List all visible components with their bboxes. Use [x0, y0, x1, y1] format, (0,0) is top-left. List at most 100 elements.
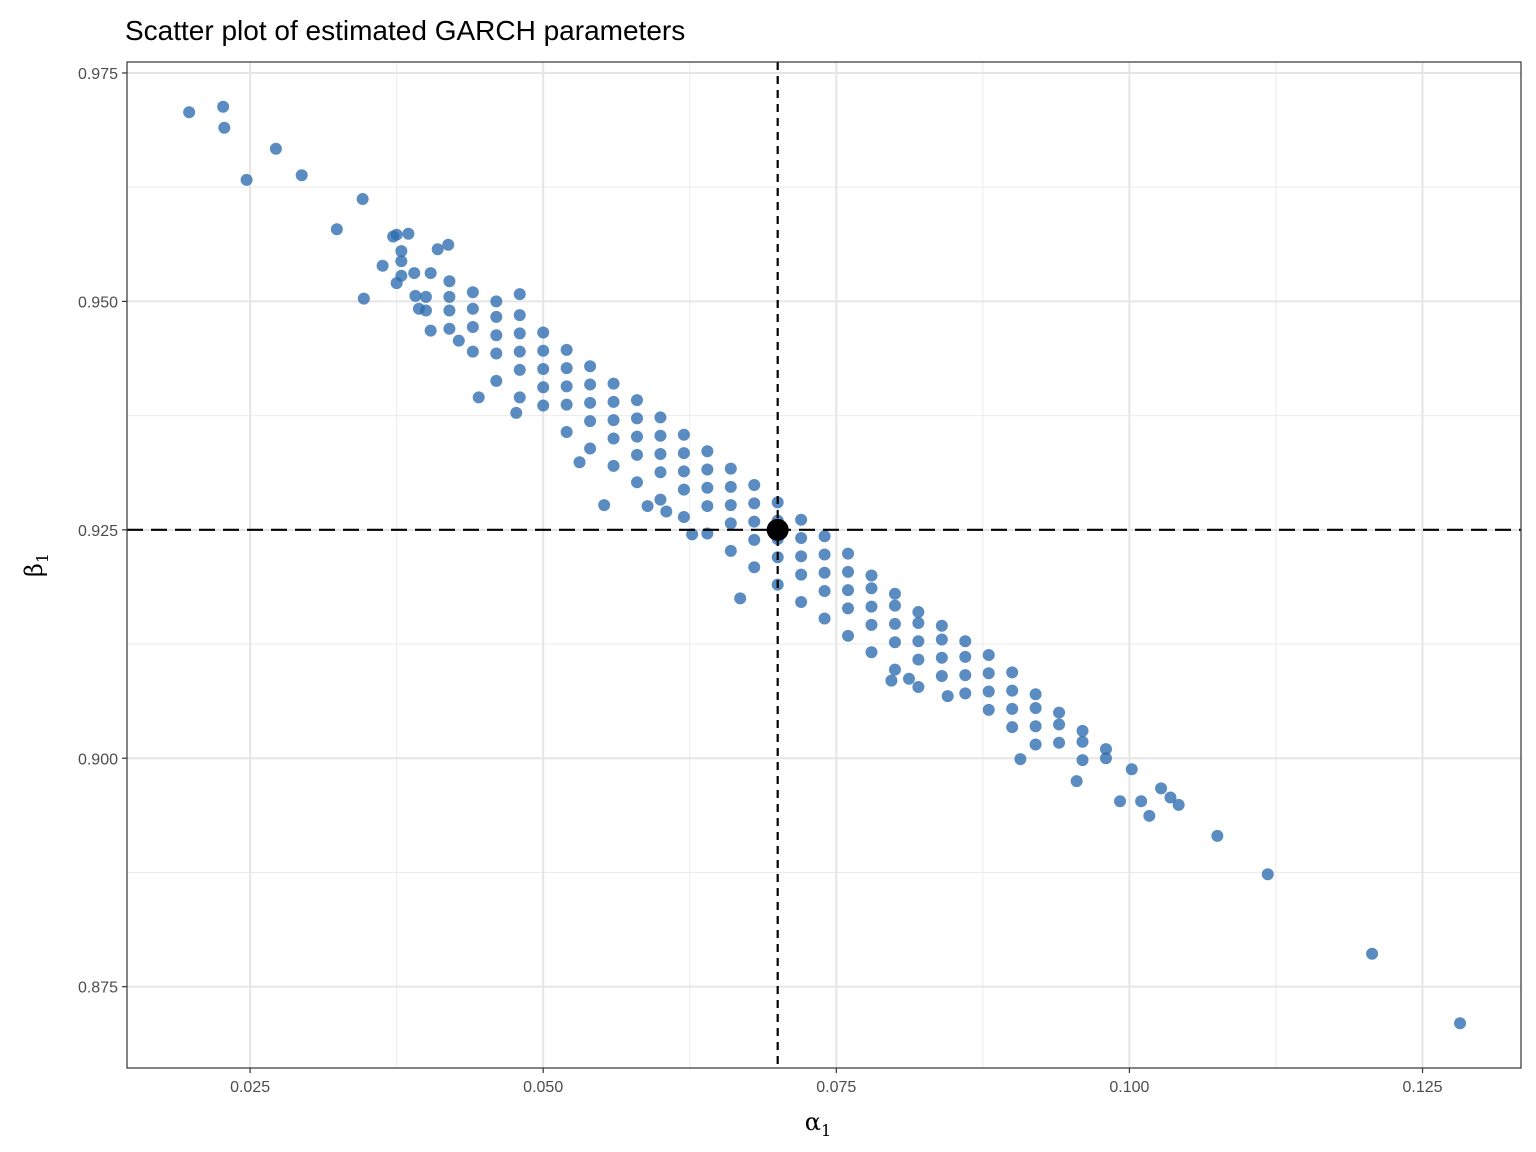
data-point — [431, 243, 444, 256]
data-point — [818, 566, 831, 579]
data-point — [795, 550, 808, 563]
data-point — [724, 517, 737, 530]
data-point — [1211, 829, 1224, 842]
data-point — [959, 635, 972, 648]
y-tick-label: 0.875 — [78, 980, 118, 997]
data-point — [295, 169, 308, 182]
data-point — [607, 432, 620, 445]
x-tick-label: 0.125 — [1402, 1079, 1442, 1096]
panel-border — [126, 61, 1522, 1069]
x-tick-label: 0.075 — [816, 1079, 856, 1096]
data-point — [654, 429, 667, 442]
data-point — [490, 329, 503, 342]
data-point — [1164, 791, 1177, 804]
data-point — [513, 288, 526, 301]
y-tick-label: 0.925 — [78, 523, 118, 540]
y-tick-label: 0.900 — [78, 751, 118, 768]
data-point — [631, 412, 643, 425]
data-point — [424, 324, 437, 337]
data-point — [654, 466, 667, 479]
data-point — [490, 295, 503, 308]
data-point — [885, 674, 898, 687]
data-point — [409, 289, 422, 302]
data-point — [408, 267, 421, 280]
data-point — [1366, 947, 1379, 960]
data-point — [217, 100, 230, 113]
data-point — [818, 548, 831, 561]
data-point — [513, 309, 526, 322]
chart-title: Scatter plot of estimated GARCH paramete… — [125, 15, 685, 46]
data-point — [1143, 809, 1156, 822]
data-point — [560, 398, 573, 411]
data-point — [842, 629, 855, 642]
data-point — [1261, 868, 1274, 881]
data-point — [959, 669, 972, 682]
data-point — [1053, 718, 1066, 731]
data-point — [443, 275, 456, 288]
data-point — [490, 347, 503, 360]
data-point — [1029, 688, 1042, 701]
data-point — [959, 687, 972, 700]
data-point — [584, 360, 597, 373]
data-point — [513, 327, 526, 340]
data-point — [842, 547, 855, 560]
data-point — [677, 483, 690, 496]
data-point — [865, 582, 878, 595]
data-point — [1029, 701, 1042, 714]
data-point — [865, 618, 878, 631]
data-point — [982, 649, 995, 662]
data-point — [1006, 684, 1019, 697]
data-point — [1029, 738, 1042, 751]
data-point — [888, 636, 901, 649]
data-point — [842, 602, 855, 615]
data-point — [356, 193, 369, 206]
data-point — [1014, 753, 1027, 766]
data-point — [1070, 775, 1083, 788]
data-point — [537, 399, 550, 412]
data-point — [607, 414, 620, 427]
data-point — [1076, 754, 1089, 767]
data-point — [818, 585, 831, 598]
y-axis-label: β1 — [20, 553, 52, 577]
data-point — [912, 617, 925, 630]
data-point — [584, 442, 597, 455]
data-point — [218, 121, 231, 134]
data-point — [654, 447, 667, 460]
data-point — [724, 462, 737, 475]
data-point — [560, 343, 573, 356]
data-point — [701, 481, 714, 494]
data-point — [724, 499, 737, 512]
data-point — [818, 612, 831, 625]
data-point — [466, 345, 479, 358]
data-point — [395, 255, 408, 268]
data-point — [888, 587, 901, 600]
x-tick-label: 0.050 — [523, 1079, 563, 1096]
data-point — [1454, 1017, 1467, 1030]
data-point — [466, 320, 479, 333]
data-point — [1029, 720, 1042, 733]
data-point — [865, 646, 878, 659]
data-point — [982, 703, 995, 716]
data-point — [607, 459, 620, 472]
data-point — [734, 592, 747, 605]
data-point — [654, 493, 667, 506]
data-point — [443, 322, 456, 335]
data-point — [903, 672, 915, 685]
x-tick-label: 0.100 — [1109, 1079, 1149, 1096]
data-point — [818, 530, 831, 543]
data-point — [1076, 735, 1089, 748]
data-point — [724, 480, 737, 493]
data-point — [631, 448, 643, 461]
data-point — [959, 650, 972, 663]
x-axis-label: α1 — [805, 1108, 831, 1140]
data-point — [701, 500, 714, 513]
data-point — [537, 326, 550, 339]
data-point — [1099, 743, 1112, 756]
data-point — [490, 374, 503, 387]
data-point — [537, 344, 550, 357]
data-point — [472, 391, 485, 404]
data-point — [677, 511, 690, 524]
data-point — [660, 505, 673, 518]
data-point — [395, 245, 408, 258]
